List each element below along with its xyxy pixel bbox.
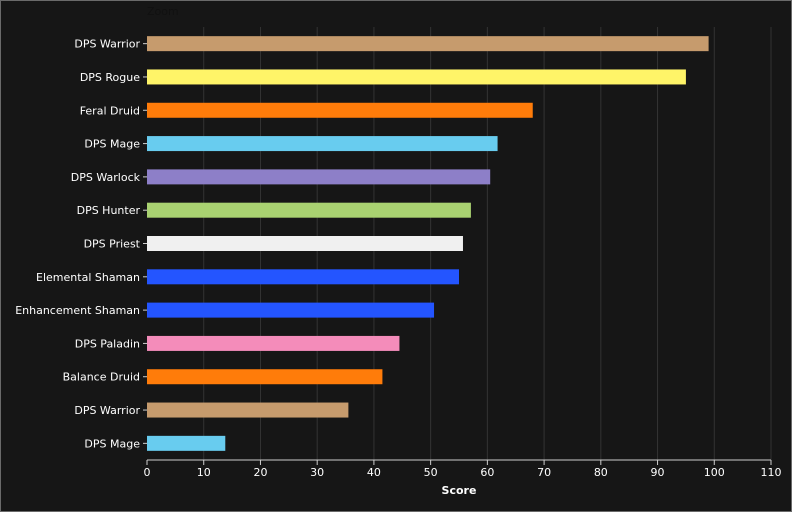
bar[interactable] — [147, 369, 383, 385]
x-tick-label: 100 — [704, 466, 725, 479]
bar[interactable] — [147, 435, 226, 451]
y-tick-label: DPS Warlock — [71, 171, 141, 184]
bar[interactable] — [147, 169, 491, 185]
y-tick-label: DPS Priest — [84, 238, 141, 251]
bar[interactable] — [147, 202, 471, 218]
y-tick-label: Balance Druid — [63, 371, 140, 384]
y-tick-label: Elemental Shaman — [36, 271, 140, 284]
y-tick-label: DPS Hunter — [77, 204, 141, 217]
y-tick-label: DPS Mage — [84, 437, 140, 450]
bars — [147, 36, 709, 451]
bar[interactable] — [147, 269, 459, 285]
x-tick-label: 50 — [424, 466, 438, 479]
x-tick-labels: 0 10 20 30 40 50 60 70 80 90 100 110 — [144, 460, 782, 479]
y-tick-label: DPS Mage — [84, 138, 140, 151]
x-tick-label: 80 — [594, 466, 608, 479]
x-tick-label: 110 — [761, 466, 782, 479]
x-tick-label: 10 — [197, 466, 211, 479]
y-tick-label: DPS Warrior — [74, 38, 140, 51]
y-tick-label: Enhancement Shaman — [15, 304, 140, 317]
bar[interactable] — [147, 335, 400, 351]
x-tick-label: 40 — [367, 466, 381, 479]
bar[interactable] — [147, 69, 686, 85]
bar[interactable] — [147, 36, 709, 52]
x-axis-title: Score — [442, 484, 477, 497]
bar[interactable] — [147, 402, 349, 418]
y-tick-label: Feral Druid — [80, 104, 140, 117]
y-tick-label: DPS Rogue — [80, 71, 140, 84]
y-tick-label: DPS Warrior — [74, 404, 140, 417]
y-tick-labels: DPS Warrior DPS Rogue Feral Druid DPS Mage D… — [15, 38, 147, 450]
x-tick-label: 70 — [537, 466, 551, 479]
y-tick-label: DPS Paladin — [75, 337, 140, 350]
bar[interactable] — [147, 302, 435, 318]
bar[interactable] — [147, 236, 463, 251]
x-tick-label: 30 — [310, 466, 324, 479]
x-tick-label: 20 — [253, 466, 267, 479]
zoom-label[interactable]: Zoom — [147, 5, 179, 18]
bar[interactable] — [147, 136, 498, 152]
x-tick-label: 0 — [144, 466, 151, 479]
x-tick-label: 90 — [651, 466, 665, 479]
bar[interactable] — [147, 102, 533, 118]
x-tick-label: 60 — [480, 466, 494, 479]
